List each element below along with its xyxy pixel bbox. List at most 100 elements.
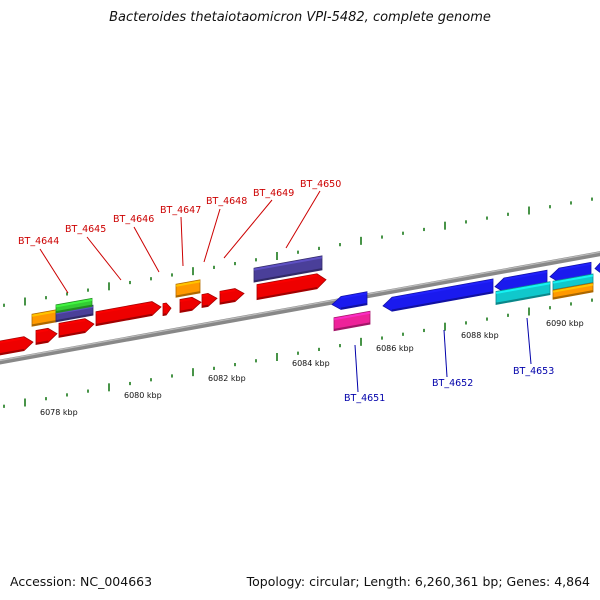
gene-arrow-reverse-shade — [391, 291, 494, 312]
gene-box-cyan[interactable] — [495, 281, 551, 305]
gene-arrow-forward-body — [256, 273, 327, 301]
leader-line — [526, 317, 532, 365]
page-title: Bacteroides thetaiotaomicron VPI-5482, c… — [109, 10, 491, 25]
gene-arrow-forward-highlight — [95, 302, 153, 315]
gene-arrow-reverse[interactable] — [594, 262, 600, 273]
leader-line — [354, 344, 359, 393]
backbone-line — [0, 251, 600, 365]
gene-box-orange-highlight — [552, 283, 594, 293]
gene-arrow-forward-highlight — [35, 328, 49, 333]
gene-box-magenta-shade — [333, 322, 371, 331]
gene-label-bt4650[interactable]: BT_4650 — [300, 179, 341, 190]
leader-line — [203, 208, 221, 263]
gene-label-bt4651[interactable]: BT_4651 — [344, 393, 385, 404]
gene-label-bt4644[interactable]: BT_4644 — [18, 236, 59, 247]
gene-arrow-forward-highlight — [162, 303, 167, 307]
backbone-highlight — [0, 251, 600, 362]
leader-line — [39, 248, 69, 294]
gene-arrow-forward-highlight — [0, 337, 25, 344]
gene-arrow-reverse-body — [594, 262, 600, 273]
gene-labels: BT_4644 BT_4645 BT_4646 BT_4647 BT_4648 … — [18, 179, 554, 404]
leader-line — [285, 190, 321, 249]
gene-arrow-reverse-shade — [340, 302, 368, 310]
leader-line — [223, 199, 273, 259]
leader-line — [86, 236, 122, 281]
gene-box-cyan-shade — [495, 292, 551, 305]
gene-arrow-forward[interactable] — [0, 336, 34, 356]
scale-label-6090: 6090 kbp — [546, 319, 584, 328]
gene-arrow-forward-shade — [95, 313, 153, 326]
gene-arrow-forward-body — [162, 302, 172, 317]
gene-box-orange[interactable] — [31, 309, 57, 327]
leader-line — [133, 226, 160, 273]
gene-arrow-forward[interactable] — [162, 302, 172, 317]
gene-box-orange-highlight — [175, 280, 201, 287]
gene-arrow-forward-shade — [219, 299, 236, 305]
gene-box-slate-shade — [55, 313, 94, 322]
scale-label-6082: 6082 kbp — [208, 374, 246, 383]
gene-label-bt4648[interactable]: BT_4648 — [206, 196, 247, 207]
gene-arrow-forward[interactable] — [35, 327, 58, 345]
accession-text: Accession: NC_004663 — [10, 574, 153, 589]
gene-label-bt4653[interactable]: BT_4653 — [513, 366, 554, 377]
gene-arrow-forward[interactable] — [58, 318, 95, 338]
gene-arrow-forward-body — [35, 327, 58, 345]
leader-line — [443, 329, 448, 378]
gene-box-slate[interactable] — [253, 255, 323, 283]
gene-arrow-reverse[interactable] — [382, 278, 494, 312]
gene-box-green-shade — [55, 304, 93, 313]
gene-box-magenta-highlight — [333, 311, 371, 321]
gene-box-green-highlight — [55, 298, 93, 308]
gene-arrow-forward-shade — [179, 308, 193, 313]
gene-box-slate-highlight — [253, 256, 323, 271]
gene-arrow-reverse-highlight — [340, 292, 368, 299]
gene-box-slate-highlight — [55, 305, 94, 315]
scale-label-6078: 6078 kbp — [40, 408, 78, 417]
gene-box-orange-shade — [31, 320, 57, 327]
gene-label-bt4646[interactable]: BT_4646 — [113, 214, 154, 225]
gene-arrow-forward-shade — [256, 286, 318, 300]
gene-arrow-forward-body — [179, 296, 202, 313]
gene-arrow-forward[interactable] — [219, 288, 245, 305]
gene-arrow-reverse-highlight — [391, 279, 494, 300]
gene-arrow-forward[interactable] — [95, 301, 162, 327]
gene-label-bt4645[interactable]: BT_4645 — [65, 224, 106, 235]
leader-line — [180, 216, 184, 267]
gene-arrow-forward[interactable] — [201, 293, 218, 309]
gene-box-green[interactable] — [55, 297, 93, 314]
gene-box-magenta-body — [333, 310, 371, 332]
genome-backbone — [0, 251, 600, 365]
gene-arrow-forward-shade — [201, 304, 209, 308]
gene-box-cyan-body — [495, 281, 551, 305]
gene-arrow-forward[interactable] — [179, 296, 202, 313]
gene-arrow-forward-highlight — [179, 297, 193, 302]
gene-arrow-forward-highlight — [256, 274, 318, 288]
gene-arrow-forward-shade — [0, 348, 25, 355]
gene-box-slate-body — [253, 255, 323, 283]
gene-arrow-forward-highlight — [201, 293, 209, 298]
gene-box-orange-highlight — [31, 310, 57, 317]
scale-ticks — [3, 197, 593, 408]
gene-arrow-forward-shade — [35, 340, 49, 345]
scale-label-6080: 6080 kbp — [124, 391, 162, 400]
gene-label-bt4647[interactable]: BT_4647 — [160, 205, 201, 216]
gene-arrow-forward-highlight — [58, 319, 86, 326]
genome-summary-text: Topology: circular; Length: 6,260,361 bp… — [246, 574, 590, 589]
gene-label-bt4652[interactable]: BT_4652 — [432, 378, 473, 389]
gene-label-bt4649[interactable]: BT_4649 — [253, 188, 294, 199]
gene-box-slate[interactable] — [55, 304, 94, 323]
scale-label-6086: 6086 kbp — [376, 344, 414, 353]
gene-box-cyan-highlight — [552, 274, 594, 284]
gene-arrow-reverse[interactable] — [331, 291, 368, 310]
scale-label-6088: 6088 kbp — [461, 331, 499, 340]
gene-box-orange[interactable] — [552, 282, 594, 300]
gene-features — [0, 255, 600, 356]
gene-arrow-reverse-highlight — [558, 262, 592, 271]
gene-box-orange[interactable] — [175, 279, 201, 298]
scale-label-6084: 6084 kbp — [292, 359, 330, 368]
gene-arrow-forward-body — [95, 301, 162, 327]
gene-box-orange-shade — [175, 291, 201, 298]
gene-box-magenta[interactable] — [333, 310, 371, 332]
gene-arrow-forward[interactable] — [256, 273, 327, 301]
